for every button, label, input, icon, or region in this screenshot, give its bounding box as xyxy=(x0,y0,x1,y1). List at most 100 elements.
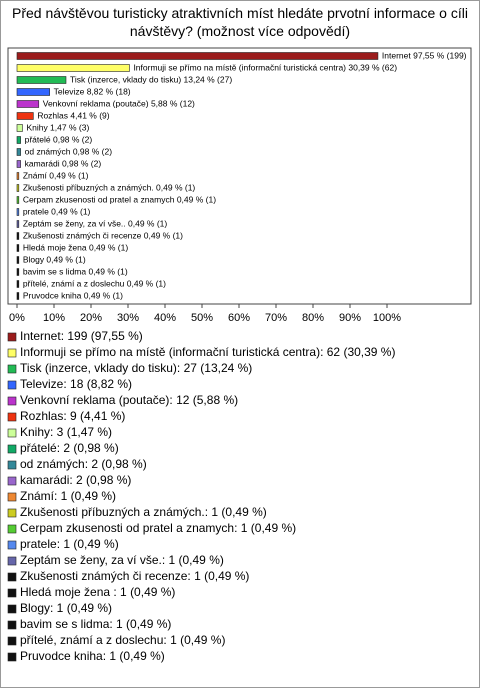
bar xyxy=(16,196,20,204)
legend-swatch xyxy=(7,572,17,582)
bar-label: pratele 0,49 % (1) xyxy=(23,206,91,216)
legend-label: přítelé, známí a z doslechu: 1 (0,49 %) xyxy=(20,633,225,647)
legend-label: Tisk (inzerce, vklady do tisku): 27 (13,… xyxy=(20,361,252,375)
legend-label: od známých: 2 (0,98 %) xyxy=(20,457,147,471)
legend-swatch xyxy=(7,460,17,470)
legend-swatch xyxy=(7,348,17,358)
legend-label: bavim se s lidma: 1 (0,49 %) xyxy=(20,617,171,631)
legend-swatch xyxy=(7,588,17,598)
legend-label: přátelé: 2 (0,98 %) xyxy=(20,441,119,455)
bar-label: přítelé, známí a z doslechu 0,49 % (1) xyxy=(23,278,166,288)
bar xyxy=(16,232,20,240)
bar-label: Cerpam zkusenosti od pratel a znamych 0,… xyxy=(23,194,216,204)
legend-label: Cerpam zkusenosti od pratel a znamych: 1… xyxy=(20,521,296,535)
bar-label: od známých 0,98 % (2) xyxy=(25,146,113,156)
legend-swatch xyxy=(7,364,17,374)
bar-label: přátelé 0,98 % (2) xyxy=(25,134,93,144)
x-tick-label: 10% xyxy=(43,312,65,324)
x-tick-label: 60% xyxy=(228,312,250,324)
legend-label: Blogy: 1 (0,49 %) xyxy=(20,601,112,615)
legend-swatch xyxy=(7,412,17,422)
legend-label: Knihy: 3 (1,47 %) xyxy=(20,425,112,439)
x-tick-label: 40% xyxy=(154,312,176,324)
legend-swatch xyxy=(7,428,17,438)
legend-swatch xyxy=(7,508,17,518)
bar xyxy=(16,280,20,288)
bar xyxy=(16,244,20,252)
legend-swatch xyxy=(7,524,17,534)
bar xyxy=(16,160,21,168)
legend-label: Venkovní reklama (poutače): 12 (5,88 %) xyxy=(20,393,238,407)
bar xyxy=(16,112,34,120)
plot: Internet 97,55 % (199) Informuji se přímo… xyxy=(16,50,467,300)
legend-swatch xyxy=(7,604,17,614)
legend-swatch xyxy=(7,652,17,662)
legend-label: Pruvodce kniha: 1 (0,49 %) xyxy=(20,649,165,663)
bar-label: Blogy 0,49 % (1) xyxy=(23,254,86,264)
bar-label: Knihy 1,47 % (3) xyxy=(26,122,89,132)
bar-label: bavim se s lidma 0,49 % (1) xyxy=(23,266,128,276)
bar-label: Rozhlas 4,41 % (9) xyxy=(37,110,109,120)
legend-swatch xyxy=(7,556,17,566)
bar-label: Internet 97,55 % (199) xyxy=(382,50,467,60)
bar xyxy=(16,220,20,228)
bar xyxy=(16,268,20,276)
legend-label: Zkušenosti příbuzných a známých.: 1 (0,4… xyxy=(20,505,267,519)
bar-label: Zkušenosti příbuzných a známých. 0,49 % … xyxy=(23,182,196,192)
bar-label: Informuji se přímo na místě (informační … xyxy=(133,62,397,72)
legend-label: Hledá moje žena : 1 (0,49 %) xyxy=(20,585,175,599)
bar-label: Televize 8,82 % (18) xyxy=(54,86,131,96)
bar-label: Známí 0,49 % (1) xyxy=(23,170,89,180)
x-tick-label: 0% xyxy=(9,312,25,324)
legend-swatch xyxy=(7,636,17,646)
legend-label: Informuji se přímo na místě (informační … xyxy=(20,345,395,359)
legend-label: Televize: 18 (8,82 %) xyxy=(20,377,132,391)
x-tick-label: 100% xyxy=(373,312,401,324)
legend-label: pratele: 1 (0,49 %) xyxy=(20,537,119,551)
bar xyxy=(16,136,21,144)
legend-label: Zkušenosti známých či recenze: 1 (0,49 %… xyxy=(20,569,249,583)
bar xyxy=(16,100,40,108)
bar xyxy=(16,124,23,132)
legend-label: Rozhlas: 9 (4,41 %) xyxy=(20,409,125,423)
x-tick-label: 50% xyxy=(191,312,213,324)
bar xyxy=(16,52,379,60)
bar xyxy=(16,76,67,84)
bar xyxy=(16,148,21,156)
bar xyxy=(16,208,20,216)
title-box: Před návštěvou turisticky atraktivních m… xyxy=(12,5,468,39)
legend-label: Známí: 1 (0,49 %) xyxy=(20,489,116,503)
legend-swatch xyxy=(7,620,17,630)
x-tick-label: 20% xyxy=(80,312,102,324)
bar-label: kamarádi 0,98 % (2) xyxy=(25,158,102,168)
plot-box xyxy=(7,47,472,305)
bar xyxy=(16,292,20,300)
legend-label: kamarádi: 2 (0,98 %) xyxy=(20,473,131,487)
bar xyxy=(16,172,20,180)
bar-label: Tisk (inzerce, vklady do tisku) 13,24 % … xyxy=(70,74,232,84)
bar xyxy=(16,256,20,264)
bar xyxy=(16,64,130,72)
legend-swatch xyxy=(7,540,17,550)
x-tick-label: 70% xyxy=(265,312,287,324)
legend-swatch xyxy=(7,396,17,406)
x-tick-label: 90% xyxy=(339,312,361,324)
bar-label: Pruvodce kniha 0,49 % (1) xyxy=(23,290,123,300)
bar-label: Zeptám se ženy, za ví vše.. 0,49 % (1) xyxy=(23,218,168,228)
x-tick-label: 30% xyxy=(117,312,139,324)
bar-label: Hledá moje žena 0,49 % (1) xyxy=(23,242,129,252)
x-tick-label: 80% xyxy=(302,312,324,324)
legend-swatch xyxy=(7,492,17,502)
bar xyxy=(16,184,20,192)
chart-title: Před návštěvou turisticky atraktivních m… xyxy=(12,5,468,39)
legend-label: Internet: 199 (97,55 %) xyxy=(20,329,143,343)
bar-label: Venkovní reklama (poutače) 5,88 % (12) xyxy=(43,98,195,108)
legend-swatch xyxy=(7,444,17,454)
legend-swatch xyxy=(7,380,17,390)
bar-label: Zkušenosti známých či recenze 0,49 % (1) xyxy=(23,230,183,240)
bar xyxy=(16,88,50,96)
legend-label: Zeptám se ženy, za ví vše.: 1 (0,49 %) xyxy=(20,553,224,567)
legend-swatch xyxy=(7,332,17,342)
legend-swatch xyxy=(7,476,17,486)
